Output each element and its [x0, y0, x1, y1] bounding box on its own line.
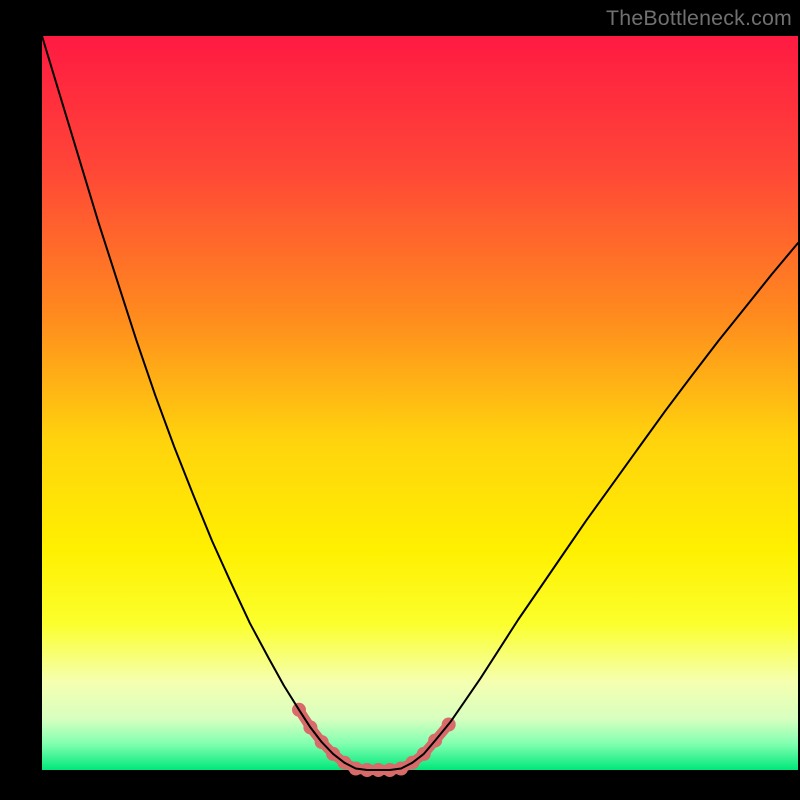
bottleneck-curve — [42, 36, 798, 770]
watermark-text: TheBottleneck.com — [606, 6, 792, 31]
curve-layer — [42, 36, 798, 770]
chart-frame: TheBottleneck.com — [0, 0, 800, 800]
highlight-markers — [292, 703, 456, 777]
